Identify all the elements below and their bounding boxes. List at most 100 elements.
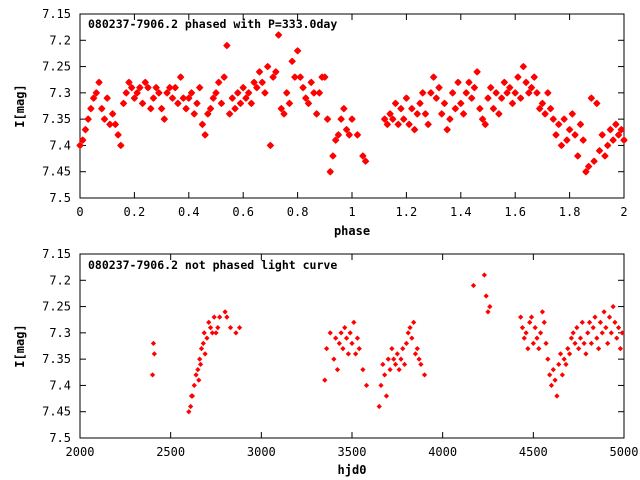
data-point [546, 104, 555, 113]
data-point [106, 120, 114, 129]
data-point [391, 356, 397, 362]
data-point [418, 361, 424, 368]
x-tick-label: 0.2 [124, 205, 146, 219]
data-point [554, 393, 560, 399]
data-point [185, 94, 193, 102]
data-point [353, 131, 362, 139]
y-tick-label: 7.4 [49, 138, 71, 152]
data-point [545, 356, 551, 362]
data-point [398, 356, 404, 362]
data-point [617, 346, 623, 352]
data-point [418, 89, 427, 97]
data-point [163, 89, 171, 97]
data-point [269, 73, 277, 81]
data-point [492, 89, 500, 97]
data-point [119, 99, 128, 108]
data-point [563, 136, 571, 144]
x-tick-label: 2000 [66, 445, 95, 459]
data-point [614, 131, 623, 139]
data-point [206, 104, 215, 113]
data-point [543, 340, 549, 346]
data-point [348, 115, 356, 123]
chart-title: 080237-7906.2 not phased light curve [88, 258, 337, 272]
data-point [421, 372, 428, 378]
data-point [383, 393, 390, 399]
data-point [315, 89, 324, 97]
data-point [527, 83, 536, 92]
data-point [310, 89, 318, 97]
data-point [574, 152, 582, 160]
data-point [342, 324, 348, 331]
data-point [149, 94, 158, 102]
data-point [522, 78, 530, 87]
data-point [209, 94, 218, 102]
data-point [288, 57, 296, 66]
data-point [584, 162, 593, 171]
data-point [556, 361, 562, 368]
data-point [459, 110, 468, 118]
data-point [537, 330, 544, 336]
y-tick-label: 7.35 [42, 352, 71, 366]
data-point [396, 367, 402, 373]
data-point [111, 120, 120, 129]
data-point [327, 330, 333, 336]
data-point [581, 340, 587, 346]
data-point [528, 314, 535, 320]
data-point [519, 62, 528, 71]
data-point [353, 351, 359, 357]
data-point [530, 73, 538, 81]
data-point [405, 120, 413, 129]
data-point [586, 319, 593, 325]
data-point [595, 346, 602, 352]
data-point [87, 104, 95, 113]
data-point [590, 324, 596, 331]
data-point [202, 351, 208, 357]
data-point [489, 104, 498, 113]
data-point [193, 99, 201, 108]
data-point [574, 324, 580, 331]
data-point [599, 330, 605, 336]
data-point [486, 83, 495, 92]
data-point [89, 94, 98, 102]
data-point [518, 314, 524, 320]
data-point [579, 136, 587, 144]
data-point [389, 115, 397, 123]
data-point [182, 104, 190, 113]
data-point [187, 403, 194, 410]
data-point [536, 346, 542, 352]
data-point [414, 346, 420, 352]
data-point [397, 104, 405, 113]
data-point [467, 94, 476, 102]
data-point [405, 330, 411, 336]
x-axis-label: phase [334, 224, 370, 238]
data-point [103, 94, 111, 102]
data-point [151, 351, 157, 357]
y-tick-label: 7.45 [42, 165, 71, 179]
data-point [144, 83, 152, 92]
x-tick-label: 0 [76, 205, 83, 219]
data-point [81, 125, 90, 134]
data-point [244, 89, 253, 97]
data-point [277, 104, 286, 113]
data-point [532, 324, 538, 331]
data-point [179, 94, 188, 102]
data-point [407, 324, 413, 331]
data-point [521, 335, 527, 341]
data-point [595, 146, 604, 155]
data-point [409, 335, 415, 341]
y-tick-label: 7.5 [49, 431, 71, 445]
data-point [217, 99, 226, 108]
data-point [615, 324, 622, 331]
data-point [223, 41, 231, 50]
data-point [582, 167, 590, 176]
data-point [299, 83, 307, 92]
data-point [98, 104, 106, 113]
data-point [258, 78, 266, 87]
y-tick-label: 7.2 [49, 33, 71, 47]
data-point [394, 120, 402, 129]
data-point [568, 110, 577, 118]
data-point [376, 403, 382, 410]
data-point [193, 372, 199, 378]
data-point [363, 382, 370, 389]
data-point [84, 115, 92, 123]
